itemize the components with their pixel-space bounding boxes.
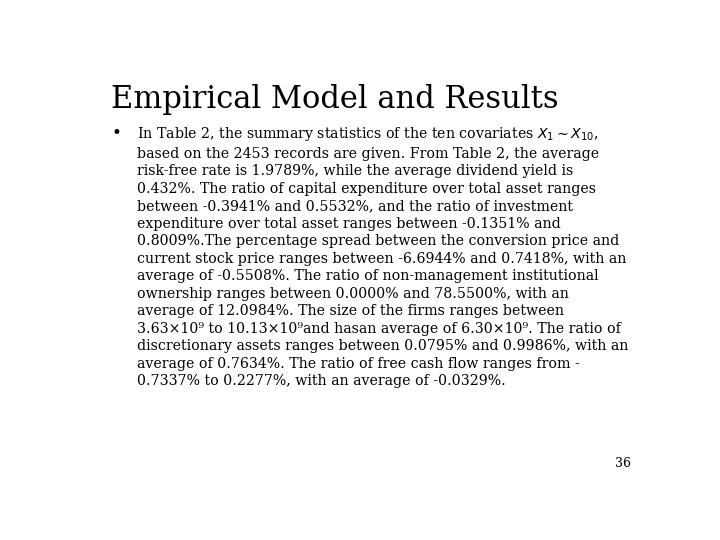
Text: In Table 2, the summary statistics of the ten covariates $X_1{\sim}X_{10}$,
base: In Table 2, the summary statistics of th…	[138, 125, 629, 388]
Text: •: •	[111, 125, 121, 142]
Text: 36: 36	[616, 457, 631, 470]
Text: Empirical Model and Results: Empirical Model and Results	[111, 84, 559, 114]
